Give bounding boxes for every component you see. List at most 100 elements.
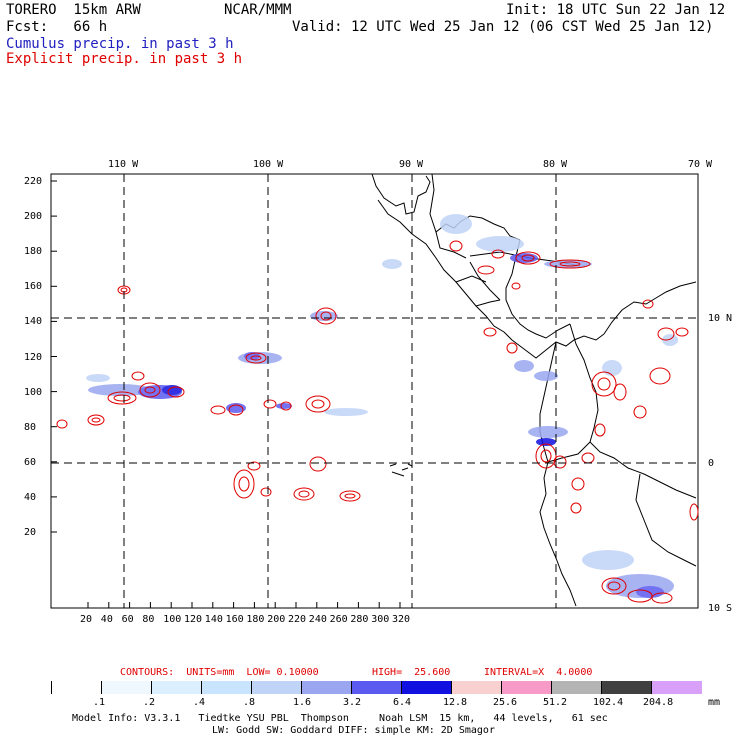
lat-label-10s: 10 S (708, 603, 733, 614)
lon-label-90w: 90 W (399, 159, 424, 170)
x-tick-label: 160 (225, 614, 244, 625)
model-title: TORERO 15km ARW (6, 2, 141, 18)
model-info: Model Info: V3.3.1 Tiedtke YSU PBL Thomp… (72, 713, 608, 724)
colorbar-cell (251, 681, 302, 694)
lon-label-110w: 110 W (108, 159, 139, 170)
colorbar-label: 102.4 (593, 697, 624, 708)
central-america-pacific (377, 199, 605, 359)
colorbar-cell (551, 681, 602, 694)
lon-label-80w: 80 W (543, 159, 568, 170)
colorbar-label: .1 (93, 697, 106, 708)
cumulus-area (636, 586, 664, 598)
y-tick-label: 80 (24, 421, 37, 433)
colorbar-label: .8 (243, 697, 256, 708)
x-tick-label: 200 (267, 614, 286, 625)
cumulus-area (440, 214, 472, 234)
y-tick-label: 140 (24, 316, 43, 328)
explicit-legend: Explicit precip. in past 3 h (6, 51, 243, 67)
y-tick-label: 160 (24, 281, 43, 293)
x-tick-label: 80 (142, 614, 155, 625)
cumulus-area (528, 426, 568, 438)
cumulus-area (514, 360, 534, 372)
south-america-pacific (539, 341, 577, 607)
cumulus-area (382, 259, 402, 269)
y-tick-label: 220 (24, 176, 43, 187)
valid-time: Valid: 12 UTC Wed 25 Jan 12 (06 CST Wed … (292, 19, 714, 35)
colorbar-cell (351, 681, 402, 694)
colorbar-cell (401, 681, 452, 694)
x-tick-label: 140 (204, 614, 223, 625)
x-tick-label: 100 (163, 614, 182, 625)
organization: NCAR/MMM (224, 2, 292, 18)
cumulus-area (476, 236, 524, 252)
y-tick-label: 100 (24, 386, 43, 398)
colorbar-cell (51, 681, 102, 694)
cumulus-area (276, 403, 292, 409)
yucatan-coast (371, 173, 431, 215)
colorbar-label: 3.2 (343, 697, 362, 708)
cumulus-area (324, 408, 368, 416)
colorbar-label: 204.8 (643, 697, 674, 708)
colorbar-label: 25.6 (493, 697, 518, 708)
x-tick-label: 40 (100, 614, 113, 625)
x-tick-label: 280 (350, 614, 369, 625)
cumulus-area (162, 385, 182, 395)
cumulus-area (534, 371, 558, 381)
x-tick-label: 220 (288, 614, 307, 625)
coastlines (371, 173, 697, 607)
forecast-hour: Fcst: 66 h (6, 19, 108, 35)
cumulus-precip-areas (86, 214, 678, 598)
lat-lon-grid (51, 174, 698, 608)
y-tick-label: 40 (24, 491, 37, 503)
x-tick-label: 260 (329, 614, 348, 625)
borders-central (435, 231, 501, 307)
map-frame (50, 173, 699, 609)
y-tick-label: 180 (24, 246, 43, 258)
cumulus-legend: Cumulus precip. in past 3 h (6, 36, 234, 52)
colorbar-label: .4 (193, 697, 206, 708)
peru-brazil-border (635, 473, 697, 567)
x-tick-label: 120 (184, 614, 203, 625)
x-tick-label: 180 (246, 614, 265, 625)
y-tick-label: 60 (24, 456, 37, 468)
colorbar-label: 6.4 (393, 697, 412, 708)
colorbar-cell (501, 681, 552, 694)
colorbar-cell (201, 681, 252, 694)
x-tick-label: 20 (80, 614, 93, 625)
lon-label-70w: 70 W (688, 159, 713, 170)
x-tick-label: 240 (308, 614, 327, 625)
colorbar-label: 1.6 (293, 697, 312, 708)
model-physics: LW: Godd SW: Goddard DIFF: simple KM: 2D… (212, 725, 495, 736)
x-tick-label: 60 (121, 614, 134, 625)
init-time: Init: 18 UTC Sun 22 Jan 12 (506, 2, 726, 18)
lat-label-0: 0 (708, 458, 715, 469)
colorbar-cell (151, 681, 202, 694)
contours-info: CONTOURS: UNITS=mm LOW= 0.10000 (120, 667, 319, 678)
contours-high: HIGH= 25.600 (372, 667, 451, 678)
lat-label-10n: 10 N (708, 313, 733, 324)
y-tick-label: 120 (24, 351, 43, 363)
cumulus-area (226, 403, 246, 413)
cumulus-area (88, 384, 152, 396)
y-tick-label: 200 (24, 211, 43, 223)
colorbar-cell (451, 681, 502, 694)
colorbar-label: 12.8 (443, 697, 468, 708)
x-tick-label: 300 (371, 614, 390, 625)
colorbar-cell (101, 681, 152, 694)
cumulus-area (536, 438, 556, 446)
cumulus-area (582, 550, 634, 570)
colorbar-label: 51.2 (543, 697, 568, 708)
cumulus-area (86, 374, 110, 382)
cumulus-area (244, 352, 260, 360)
colorbar-unit: mm (708, 697, 721, 708)
x-tick-label: 320 (392, 614, 411, 625)
colombia-border (569, 323, 697, 499)
colorbar-cell (601, 681, 652, 694)
y-tick-label: 20 (24, 527, 37, 538)
cumulus-area (602, 360, 622, 376)
cumulus-area (662, 334, 678, 346)
explicit-precip-contours (56, 240, 699, 604)
galapagos-islands (389, 463, 413, 477)
axis-ticks (51, 180, 401, 608)
